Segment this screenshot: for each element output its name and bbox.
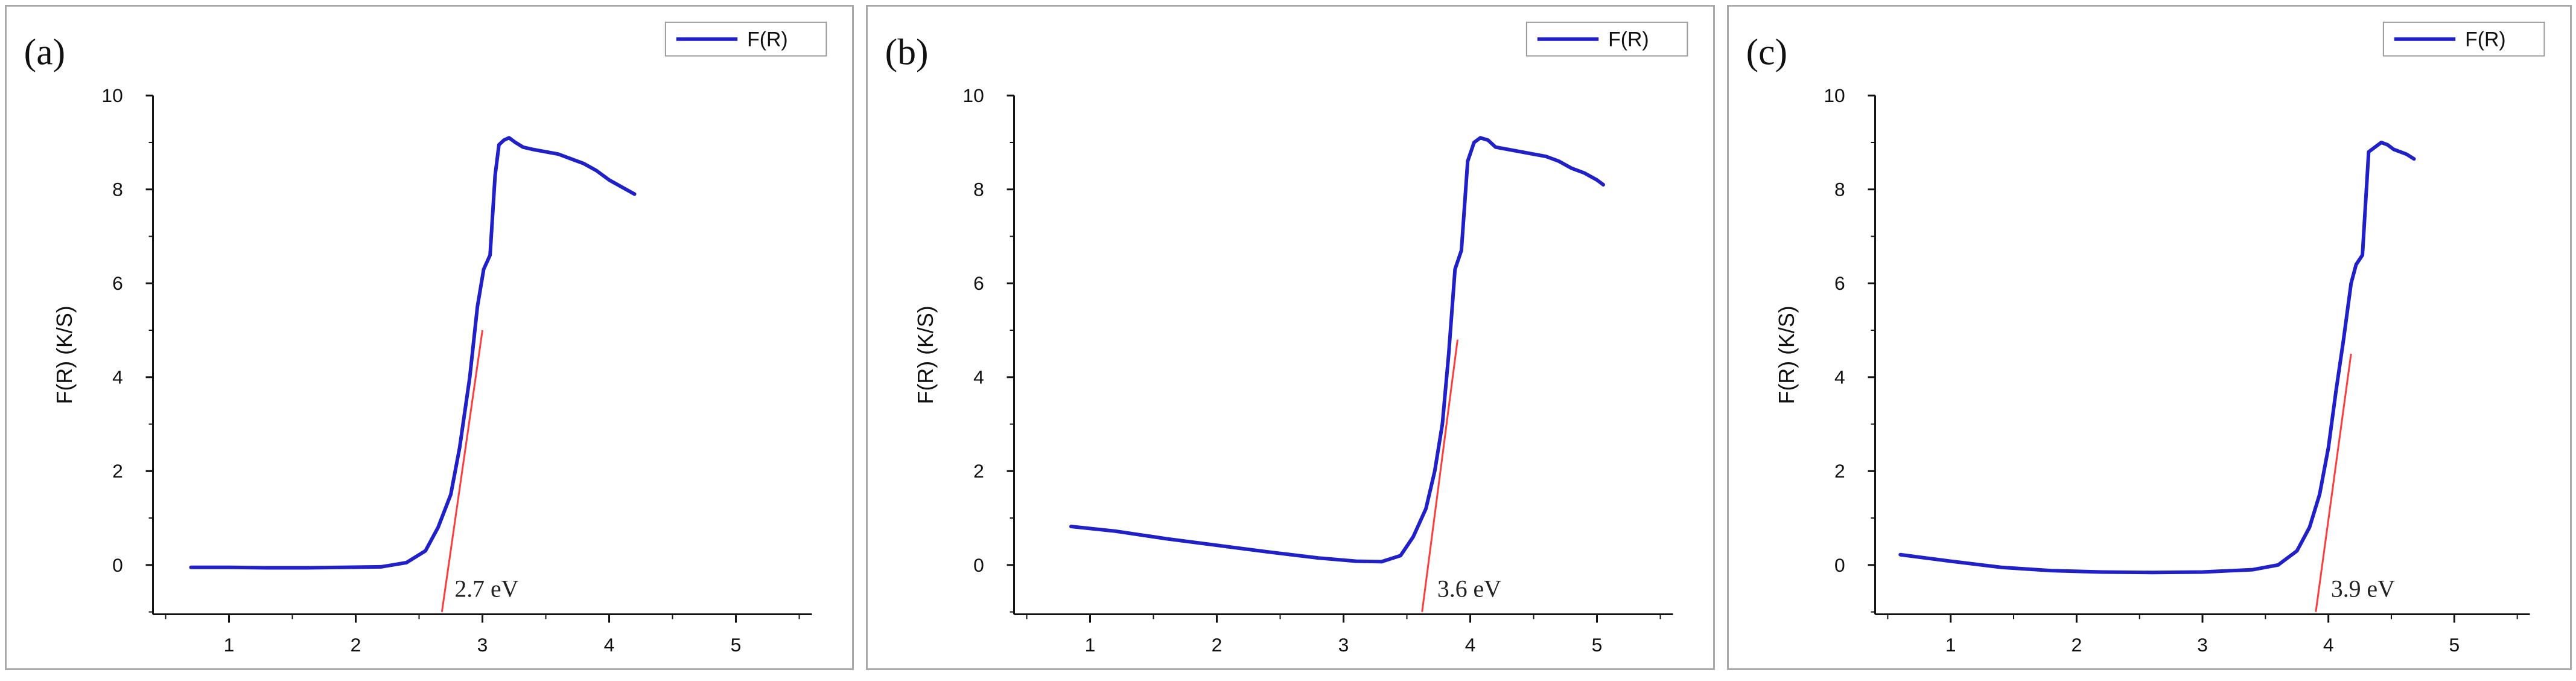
- x-tick-label-4: 4: [604, 634, 615, 656]
- panel-label: (a): [24, 31, 65, 72]
- y-tick-label-6: 6: [973, 272, 984, 294]
- y-tick-label-10: 10: [101, 85, 122, 106]
- y-axis-title: F(R) (K/S): [52, 305, 77, 404]
- legend: F(R): [2382, 21, 2545, 57]
- y-tick-label-10: 10: [1824, 85, 1845, 106]
- band-gap-annotation: 2.7 eV: [454, 576, 518, 603]
- x-tick-label-2: 2: [1212, 634, 1223, 656]
- x-tick-label-2: 2: [351, 634, 361, 656]
- tangent-line: [1421, 339, 1459, 612]
- chart-svg-a: 024681012345hv (1240%nm)F(R) (K/S)(a)F(R…: [24, 21, 827, 668]
- y-tick-label-0: 0: [1834, 554, 1845, 576]
- y-tick-label-4: 4: [112, 366, 123, 388]
- chart-panel-c: 024681012345hv (1240%nm)F(R) (K/S)(c)F(R…: [1727, 5, 2572, 670]
- x-tick-label-5: 5: [1592, 634, 1603, 656]
- y-axis-title: F(R) (K/S): [914, 305, 938, 404]
- y-tick-label-8: 8: [1834, 179, 1845, 200]
- legend-label: F(R): [747, 28, 788, 51]
- panel-label: (b): [885, 31, 929, 72]
- x-axis-title: hv (1240%nm): [412, 667, 553, 668]
- tangent-line: [2315, 353, 2352, 612]
- chart-svg-c: 024681012345hv (1240%nm)F(R) (K/S)(c)F(R…: [1746, 21, 2545, 668]
- y-axis-title: F(R) (K/S): [1775, 305, 1799, 404]
- x-tick-label-2: 2: [2072, 634, 2082, 656]
- x-tick-label-1: 1: [1945, 634, 1956, 656]
- series-line-FR: [1898, 140, 2416, 575]
- chart-panel-b: 024681012345hv (1240%nm)F(R) (K/S)(b)F(R…: [866, 5, 1715, 670]
- panel-label: (c): [1746, 31, 1787, 72]
- chart-svg-b: 024681012345hv (1240%nm)F(R) (K/S)(b)F(R…: [885, 21, 1688, 668]
- x-tick-label-3: 3: [1338, 634, 1349, 656]
- y-tick-label-6: 6: [1834, 272, 1845, 294]
- y-tick-label-2: 2: [112, 460, 123, 482]
- x-tick-label-5: 5: [731, 634, 742, 656]
- chart-panel-a: 024681012345hv (1240%nm)F(R) (K/S)(a)F(R…: [5, 5, 854, 670]
- x-tick-label-4: 4: [2323, 634, 2334, 656]
- y-tick-label-0: 0: [112, 554, 123, 576]
- series-line-FR: [189, 136, 637, 570]
- y-tick-label-8: 8: [112, 179, 123, 200]
- x-tick-label-3: 3: [2197, 634, 2208, 656]
- band-gap-annotation: 3.6 eV: [1437, 576, 1501, 603]
- x-tick-label-5: 5: [2449, 634, 2460, 656]
- legend-label: F(R): [1608, 28, 1649, 51]
- legend: F(R): [1525, 21, 1688, 57]
- x-tick-label-4: 4: [1465, 634, 1476, 656]
- x-tick-label-1: 1: [1085, 634, 1096, 656]
- series-line-FR: [1069, 136, 1606, 564]
- y-tick-label-0: 0: [973, 554, 984, 576]
- y-tick-label-2: 2: [1834, 460, 1845, 482]
- tangent-line: [440, 330, 483, 612]
- y-tick-label-2: 2: [973, 460, 984, 482]
- legend: F(R): [664, 21, 827, 57]
- x-tick-label-1: 1: [224, 634, 235, 656]
- y-tick-label-6: 6: [112, 272, 123, 294]
- y-tick-label-10: 10: [962, 85, 984, 106]
- x-axis-title: hv (1240%nm): [1273, 667, 1414, 668]
- band-gap-annotation: 3.9 eV: [2331, 576, 2395, 603]
- x-axis-title: hv (1240%nm): [2132, 667, 2273, 668]
- y-tick-label-4: 4: [973, 366, 984, 388]
- y-tick-label-4: 4: [1834, 366, 1845, 388]
- x-tick-label-3: 3: [477, 634, 488, 656]
- y-tick-label-8: 8: [973, 179, 984, 200]
- legend-label: F(R): [2465, 28, 2506, 51]
